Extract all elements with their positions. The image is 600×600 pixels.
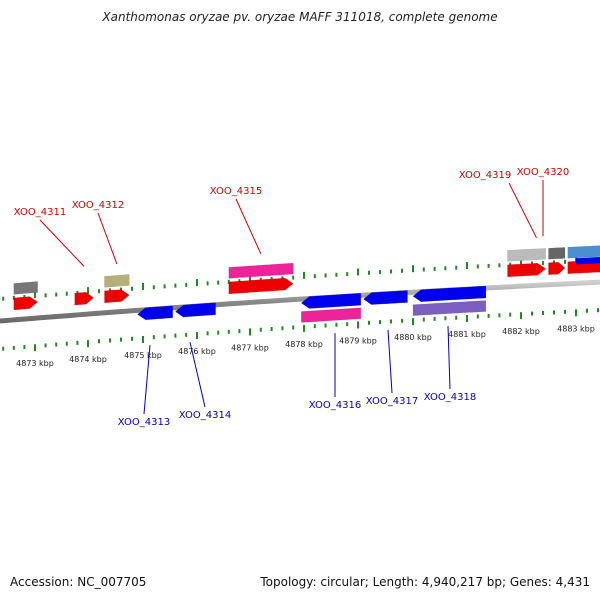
gene-arrow-reverse[interactable] xyxy=(137,305,173,321)
gene-arrow-reverse[interactable] xyxy=(363,290,408,305)
tick-label: 4878 kbp xyxy=(285,340,323,349)
feature-track-bar[interactable] xyxy=(412,300,487,316)
gene-arrow-reverse[interactable] xyxy=(300,293,362,309)
feature-track-bar[interactable] xyxy=(548,247,566,260)
gene-arrows xyxy=(13,256,600,321)
feature-tracks xyxy=(13,244,600,323)
gene-label[interactable]: XOO_4312 xyxy=(72,200,124,211)
gene-leader-line xyxy=(235,198,262,254)
gene-arrow-forward[interactable] xyxy=(74,291,94,306)
feature-track-bar[interactable] xyxy=(301,307,362,323)
tick-label: 4880 kbp xyxy=(394,333,432,342)
gene-arrow-forward[interactable] xyxy=(548,261,566,275)
tick-label: 4883 kbp xyxy=(557,324,595,333)
tick-label: 4881 kbp xyxy=(448,330,486,339)
gene-leader-line xyxy=(189,342,206,408)
gene-leader-line xyxy=(508,182,537,239)
gene-leader-line xyxy=(97,212,118,265)
feature-track-bar[interactable] xyxy=(507,248,546,262)
feature-track-bar[interactable] xyxy=(228,262,294,279)
gene-arrow-reverse[interactable] xyxy=(412,285,487,302)
gene-leader-line xyxy=(39,219,85,267)
tick-label: 4876 kbp xyxy=(178,347,216,356)
tick-label: 4882 kbp xyxy=(502,327,540,336)
gene-label[interactable]: XOO_4319 xyxy=(459,170,511,181)
gene-leader-line xyxy=(387,329,393,394)
gene-label[interactable]: XOO_4313 xyxy=(118,417,170,428)
gene-label[interactable]: XOO_4314 xyxy=(179,410,231,421)
gene-label[interactable]: XOO_4311 xyxy=(14,207,66,218)
gene-arrow-forward[interactable] xyxy=(104,289,130,304)
gene-arrow-forward[interactable] xyxy=(13,296,39,311)
tick-label: 4874 kbp xyxy=(69,355,107,364)
gene-label[interactable]: XOO_4315 xyxy=(210,186,262,197)
page-title: Xanthomonas oryzae pv. oryzae MAFF 31101… xyxy=(102,10,498,24)
feature-track-bar[interactable] xyxy=(104,274,130,288)
gene-leader-line xyxy=(447,326,451,390)
tick-label: 4877 kbp xyxy=(231,343,269,352)
gene-arrow-reverse[interactable] xyxy=(174,302,216,318)
gene-arrow-forward[interactable] xyxy=(575,256,600,265)
accession-text: Accession: NC_007705 xyxy=(10,575,147,589)
gene-label[interactable]: XOO_4320 xyxy=(517,167,569,178)
gene-labels: XOO_4311 XOO_4312 XOO_4315 XOO_4319 XOO_4320… xyxy=(14,167,569,428)
backbone-layer xyxy=(0,279,600,324)
genome-backbone xyxy=(0,279,600,324)
gene-label[interactable]: XOO_4317 xyxy=(366,396,418,407)
feature-track-bar[interactable] xyxy=(13,281,38,295)
gene-arrow-forward[interactable] xyxy=(507,262,547,278)
feature-track-bar[interactable] xyxy=(567,244,600,259)
gene-arrow-forward[interactable] xyxy=(228,277,294,295)
gene-label[interactable]: XOO_4318 xyxy=(424,392,476,403)
genome-summary-text: Topology: circular; Length: 4,940,217 bp… xyxy=(260,575,590,589)
gene-leader-line xyxy=(143,345,151,415)
tick-label: 4879 kbp xyxy=(339,337,377,346)
tick-label: 4873 kbp xyxy=(16,359,54,368)
gene-label[interactable]: XOO_4316 xyxy=(309,400,361,411)
tick-label: 4875 kbp xyxy=(124,351,162,360)
